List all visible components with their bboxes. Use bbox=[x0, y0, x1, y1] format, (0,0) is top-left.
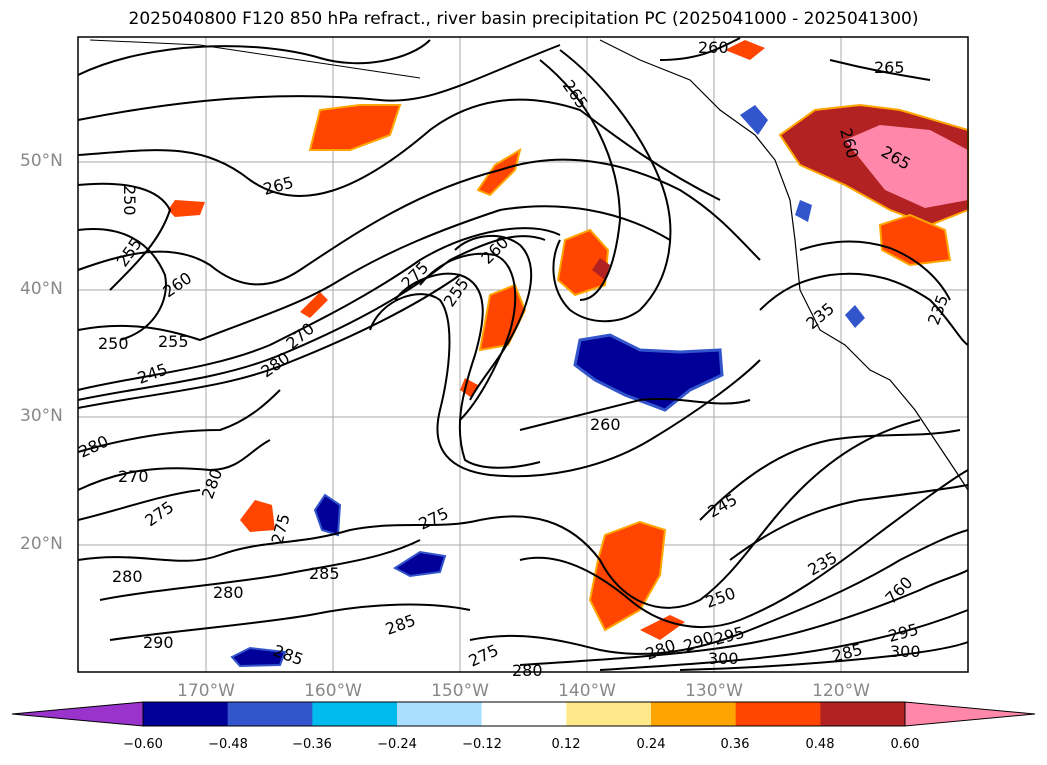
colorbar-tick: 0.60 bbox=[890, 737, 920, 752]
lat-label: 50°N bbox=[20, 151, 63, 171]
precip-patch bbox=[240, 500, 275, 532]
lon-label: 170°W bbox=[177, 681, 235, 701]
contour-label: 280 bbox=[643, 635, 678, 663]
contour-label: 300 bbox=[890, 642, 921, 661]
colorbar-tick: −0.60 bbox=[123, 737, 163, 752]
contour-label: 280 bbox=[512, 661, 543, 680]
precip-patch bbox=[476, 147, 522, 197]
colorbar-segment bbox=[566, 702, 652, 726]
contour-label: 265 bbox=[874, 58, 905, 77]
contour-label: 285 bbox=[383, 610, 418, 638]
colorbar-segment bbox=[143, 702, 229, 726]
lat-label: 30°N bbox=[20, 406, 63, 426]
precip-patch bbox=[640, 615, 685, 640]
colorbar-extend-high bbox=[904, 701, 1036, 727]
precip-patch bbox=[588, 520, 667, 632]
precip-patches bbox=[168, 40, 969, 668]
precip-patch bbox=[740, 105, 768, 135]
chart-title: 2025040800 F120 850 hPa refract., river … bbox=[128, 9, 919, 29]
precip-patch bbox=[795, 200, 812, 222]
contour-label: 285 bbox=[830, 640, 864, 666]
contour-label: 275 bbox=[397, 258, 432, 293]
colorbar-tick: −0.24 bbox=[377, 737, 417, 752]
colorbar-segment bbox=[312, 702, 398, 726]
precip-patch bbox=[300, 292, 328, 318]
contour-label: 275 bbox=[416, 503, 452, 533]
north-america-coastline bbox=[599, 39, 969, 491]
contour-label: 275 bbox=[466, 640, 502, 670]
contour-label: 270 bbox=[118, 467, 149, 486]
colorbar-frame bbox=[142, 701, 906, 727]
colorbar-segment bbox=[820, 702, 906, 726]
contour-label: 250 bbox=[120, 185, 139, 216]
contour-label: 290 bbox=[143, 633, 174, 652]
contour-label: 300 bbox=[708, 649, 739, 668]
map-frame bbox=[77, 36, 969, 673]
contour-label: 255 bbox=[158, 332, 189, 351]
precip-patch bbox=[845, 125, 968, 208]
colorbar-tick: −0.48 bbox=[208, 737, 248, 752]
lon-label: 140°W bbox=[558, 681, 616, 701]
lon-label: 160°W bbox=[304, 681, 362, 701]
colorbar-segment bbox=[397, 702, 483, 726]
map-panel: 265 260 250 255 260 265 275 260 255 270 … bbox=[76, 36, 969, 680]
precip-patch bbox=[878, 213, 952, 267]
lat-label: 20°N bbox=[20, 534, 63, 554]
colorbar-tick: −0.12 bbox=[462, 737, 502, 752]
contour-label: 280 bbox=[257, 348, 293, 381]
colorbar-tick: 0.36 bbox=[720, 737, 750, 752]
precip-patch bbox=[845, 305, 865, 328]
colorbar-segment bbox=[735, 702, 821, 726]
colorbar-segment bbox=[651, 702, 737, 726]
lon-label: 130°W bbox=[685, 681, 743, 701]
colorbar-segment bbox=[481, 702, 567, 726]
contour-label: 255 bbox=[113, 234, 146, 270]
colorbar-tick: 0.24 bbox=[636, 737, 666, 752]
precip-patch bbox=[592, 258, 610, 280]
colorbar-tick: −0.36 bbox=[292, 737, 332, 752]
contour-label: 260 bbox=[698, 38, 729, 57]
precip-patch bbox=[573, 333, 724, 412]
precip-patch bbox=[313, 493, 342, 537]
lon-label: 150°W bbox=[431, 681, 489, 701]
aleutian-coastline bbox=[89, 39, 421, 79]
colorbar-tick: 0.48 bbox=[805, 737, 835, 752]
precip-patch bbox=[308, 104, 402, 151]
precip-patch bbox=[168, 200, 205, 217]
lon-label: 120°W bbox=[812, 681, 870, 701]
precip-patch bbox=[556, 228, 610, 297]
lat-label: 40°N bbox=[20, 279, 63, 299]
contour-label: 280 bbox=[112, 567, 143, 586]
colorbar bbox=[11, 701, 1036, 727]
contour-label: 280 bbox=[213, 583, 244, 602]
refractivity-contours bbox=[77, 37, 969, 671]
contour-label: 235 bbox=[802, 299, 838, 333]
contour-label: 250 bbox=[703, 583, 738, 611]
colorbar-segment bbox=[227, 702, 313, 726]
colorbar-segments bbox=[11, 701, 1036, 727]
colorbar-extend-low bbox=[11, 701, 144, 727]
contour-label: 280 bbox=[198, 466, 226, 501]
precip-patch bbox=[478, 283, 527, 352]
contour-label: 260 bbox=[590, 415, 621, 434]
precip-patch bbox=[393, 550, 447, 578]
contour-label: 285 bbox=[309, 564, 340, 583]
contour-label: 245 bbox=[705, 490, 741, 522]
contour-label: 280 bbox=[76, 431, 112, 461]
colorbar-tick: 0.12 bbox=[551, 737, 581, 752]
contour-label: 250 bbox=[98, 334, 129, 353]
precip-patch bbox=[725, 40, 765, 60]
precip-patch bbox=[230, 646, 287, 668]
